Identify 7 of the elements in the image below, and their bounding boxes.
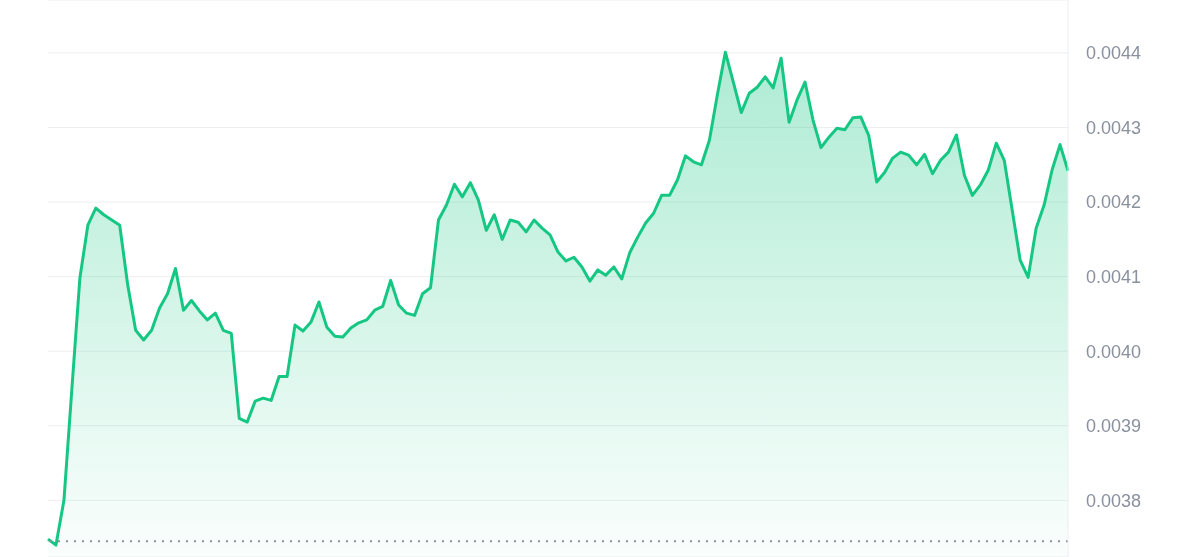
y-tick-label: 0.0042 [1086,192,1142,213]
y-tick-label: 0.0040 [1086,341,1142,362]
y-tick-label: 0.0039 [1086,416,1142,437]
y-tick-label: 0.0044 [1086,43,1142,64]
y-tick-label: 0.0041 [1086,267,1142,288]
y-tick-label: 0.0038 [1086,490,1142,511]
y-tick-label: 0.0043 [1086,117,1142,138]
